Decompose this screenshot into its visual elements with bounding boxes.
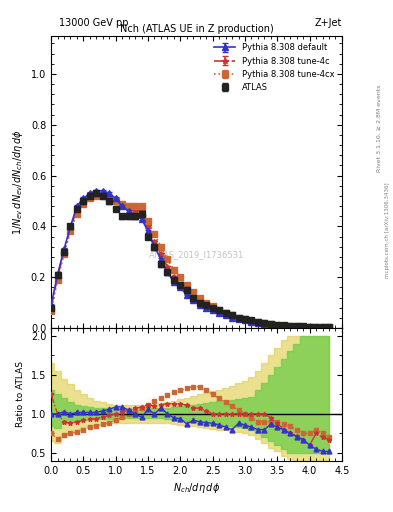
Text: ATLAS_2019_I1736531: ATLAS_2019_I1736531 — [149, 250, 244, 260]
Legend: Pythia 8.308 default, Pythia 8.308 tune-4c, Pythia 8.308 tune-4cx, ATLAS: Pythia 8.308 default, Pythia 8.308 tune-… — [211, 40, 338, 95]
Y-axis label: Ratio to ATLAS: Ratio to ATLAS — [16, 361, 25, 428]
Title: Nch (ATLAS UE in Z production): Nch (ATLAS UE in Z production) — [119, 24, 274, 34]
Text: 13000 GeV pp: 13000 GeV pp — [59, 18, 129, 28]
X-axis label: $N_{ch}/d\eta\,d\phi$: $N_{ch}/d\eta\,d\phi$ — [173, 481, 220, 495]
Text: mcplots.cern.ch [arXiv:1306.3436]: mcplots.cern.ch [arXiv:1306.3436] — [385, 183, 389, 278]
Y-axis label: $1/N_{ev}\,dN_{ev}/dN_{ch}/d\eta\,d\phi$: $1/N_{ev}\,dN_{ev}/dN_{ch}/d\eta\,d\phi$ — [11, 129, 25, 234]
Text: Rivet 3.1.10, ≥ 2.8M events: Rivet 3.1.10, ≥ 2.8M events — [377, 84, 382, 172]
Text: Z+Jet: Z+Jet — [314, 18, 342, 28]
